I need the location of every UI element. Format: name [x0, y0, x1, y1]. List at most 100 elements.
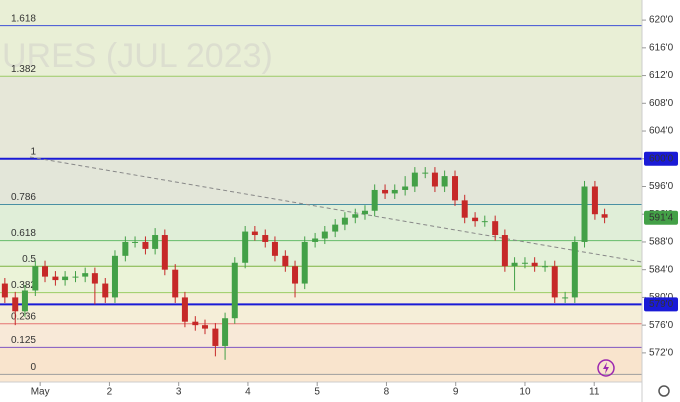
x-tick-label: 8	[384, 387, 390, 398]
candle-body	[562, 297, 569, 299]
candle-body	[441, 176, 448, 187]
candle-body	[391, 189, 398, 194]
candle-body	[472, 217, 479, 222]
fib-label: 0.786	[11, 192, 36, 203]
alert-icon[interactable]	[597, 359, 615, 377]
candle-body	[122, 241, 129, 256]
fib-label: 1	[30, 146, 36, 157]
candle-body	[262, 235, 269, 242]
x-tick-label: 10	[519, 387, 531, 398]
fib-zone	[0, 323, 642, 348]
settings-icon[interactable]	[658, 385, 670, 397]
fib-label: 0.5	[22, 254, 36, 265]
candle-body	[542, 266, 549, 268]
candle-body	[531, 262, 538, 267]
y-tick-label: 572'0	[649, 348, 674, 359]
candle-body	[82, 273, 89, 277]
y-tick-label: 576'0	[649, 320, 674, 331]
fib-label: 0.236	[11, 311, 36, 322]
candle-body	[1, 283, 8, 298]
x-tick-label: 9	[453, 387, 459, 398]
fib-label: 1.618	[11, 13, 36, 24]
candle-body	[551, 266, 558, 298]
x-tick-label: May	[31, 387, 50, 398]
alert-bolt	[603, 362, 609, 374]
hline-price-label: 600'0	[649, 153, 674, 164]
candle-body	[282, 255, 289, 267]
candle-body	[361, 210, 368, 215]
candle-body	[222, 318, 229, 346]
fib-label: 0.125	[11, 335, 36, 346]
candle-body	[492, 221, 499, 236]
candle-body	[382, 189, 389, 194]
candle-body	[352, 214, 359, 218]
fib-zone	[0, 25, 642, 77]
candle-body	[91, 273, 98, 284]
candle-body	[192, 321, 199, 326]
y-tick-label: 608'0	[649, 98, 674, 109]
y-tick-label: 584'0	[649, 264, 674, 275]
candle-body	[181, 297, 188, 322]
candle-body	[161, 235, 168, 270]
candle-body	[271, 241, 278, 256]
candle-body	[102, 283, 109, 298]
candle-body	[242, 231, 249, 263]
candle-body	[332, 224, 339, 232]
candle-body	[52, 276, 59, 281]
candle-body	[321, 231, 328, 239]
fib-zone	[0, 204, 642, 241]
candle-body	[601, 214, 608, 218]
candle-body	[132, 241, 139, 243]
candle-body	[422, 172, 429, 174]
y-tick-label: 612'0	[649, 70, 674, 81]
trend-line	[29, 156, 643, 263]
candle-body	[511, 262, 518, 267]
y-tick-label: 596'0	[649, 181, 674, 192]
candle-body	[111, 255, 118, 298]
x-tick-label: 4	[245, 387, 251, 398]
y-tick-label: 616'0	[649, 42, 674, 53]
price-axis	[642, 0, 680, 402]
candle-body	[301, 241, 308, 284]
y-tick-label: 588'0	[649, 237, 674, 248]
hline-price-label-box	[644, 297, 678, 312]
candle-body	[142, 241, 149, 249]
fib-label: 0	[30, 362, 36, 373]
candle-body	[42, 266, 49, 277]
candle-body	[72, 276, 79, 278]
candle-body	[521, 262, 528, 264]
candle-body	[341, 217, 348, 225]
candle-body	[62, 276, 69, 281]
watermark: URES (JUL 2023)	[2, 37, 273, 75]
candle-body	[431, 172, 438, 187]
candle-body	[411, 172, 418, 187]
fib-zone	[0, 347, 642, 375]
candle-body	[201, 325, 208, 329]
x-tick-label: 2	[107, 387, 113, 398]
candle-body	[21, 290, 28, 312]
candle-body	[292, 266, 299, 284]
candle-body	[571, 241, 578, 298]
candle-body	[371, 189, 378, 211]
hline-price-label-box	[644, 151, 678, 166]
x-tick-label: 5	[314, 387, 320, 398]
fib-zone	[0, 76, 642, 159]
candle-body	[172, 269, 179, 298]
y-tick-label: 620'0	[649, 15, 674, 26]
candle-body	[481, 221, 488, 223]
fib-label: 0.618	[11, 228, 36, 239]
last-price-label: 591'4	[649, 212, 674, 223]
fib-label: 1.382	[11, 64, 36, 75]
candle-body	[461, 200, 468, 218]
candle-body	[152, 235, 159, 249]
candle-body	[591, 186, 598, 215]
candle-body	[581, 186, 588, 242]
y-tick-label: 604'0	[649, 126, 674, 137]
candle-body	[501, 235, 508, 267]
candle-body	[231, 262, 238, 319]
candle-body	[32, 266, 39, 291]
fib-zone	[0, 374, 642, 382]
time-axis	[0, 382, 642, 402]
fib-zone	[0, 240, 642, 267]
